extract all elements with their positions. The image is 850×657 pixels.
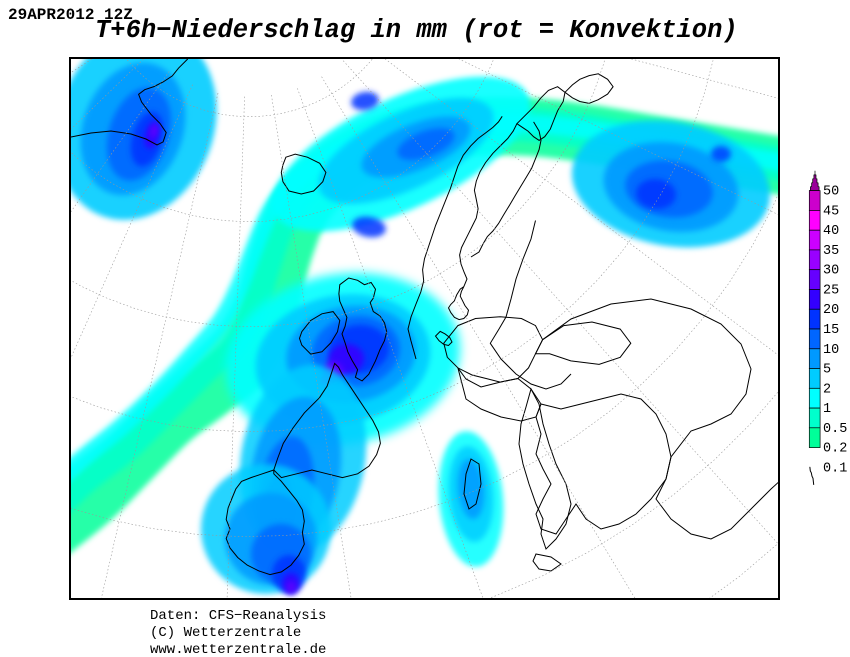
svg-text:45: 45 [823, 204, 839, 219]
svg-text:10: 10 [823, 343, 839, 358]
svg-text:35: 35 [823, 244, 839, 259]
svg-text:0.1: 0.1 [823, 461, 847, 476]
svg-text:5: 5 [823, 363, 831, 378]
svg-text:15: 15 [823, 323, 839, 338]
svg-text:30: 30 [823, 264, 839, 279]
svg-text:50: 50 [823, 185, 839, 200]
svg-text:25: 25 [823, 284, 839, 299]
svg-text:0.5: 0.5 [823, 422, 847, 437]
svg-text:40: 40 [823, 224, 839, 239]
svg-text:20: 20 [823, 303, 839, 318]
svg-text:0.2: 0.2 [823, 442, 847, 457]
svg-text:2: 2 [823, 382, 831, 397]
svg-text:1: 1 [823, 402, 831, 417]
